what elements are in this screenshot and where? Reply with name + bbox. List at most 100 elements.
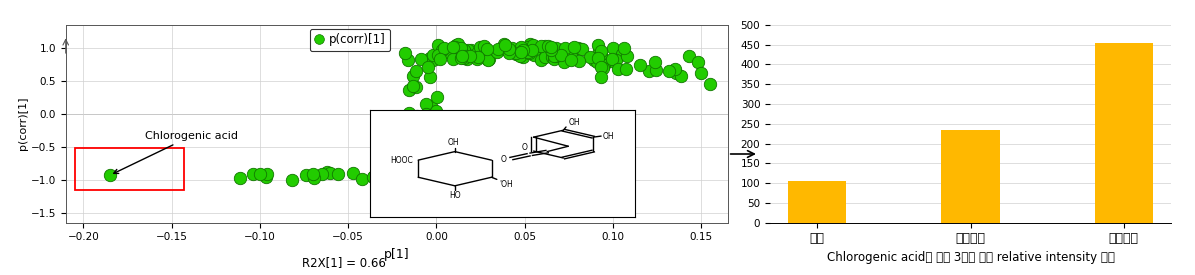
Point <box>387 172 406 177</box>
Point <box>532 43 551 48</box>
Point <box>535 55 554 59</box>
Point <box>461 48 480 52</box>
Point <box>404 83 423 88</box>
Point <box>258 172 277 176</box>
Point <box>451 45 470 50</box>
Point <box>471 45 490 49</box>
Point <box>679 54 698 58</box>
Point <box>421 55 440 60</box>
Point <box>545 57 564 61</box>
Point <box>446 43 465 48</box>
Bar <box>1095 43 1153 223</box>
Point <box>427 109 446 113</box>
Point <box>460 54 479 59</box>
Point <box>592 75 611 80</box>
Point <box>417 139 436 143</box>
Point <box>618 54 637 59</box>
Point <box>645 60 664 65</box>
Point <box>455 50 474 54</box>
Point <box>494 42 513 46</box>
Point <box>416 169 435 174</box>
Point <box>448 42 467 46</box>
Point <box>422 103 441 108</box>
Point <box>672 74 691 78</box>
Point <box>580 54 599 59</box>
Point <box>554 60 574 64</box>
Point <box>429 52 448 57</box>
Point <box>546 53 565 58</box>
Point <box>320 170 339 175</box>
Point <box>492 46 511 51</box>
Point <box>452 54 471 58</box>
Text: R2X[1] = 0.66: R2X[1] = 0.66 <box>301 256 386 270</box>
Point <box>468 54 488 59</box>
Point <box>474 44 494 48</box>
Point <box>429 43 448 47</box>
Point <box>412 150 431 155</box>
Point <box>418 65 437 70</box>
Point <box>304 172 323 176</box>
Point <box>434 46 453 50</box>
Point <box>406 69 425 73</box>
Point <box>630 63 649 67</box>
Point <box>489 47 508 51</box>
Point <box>528 49 547 53</box>
Point <box>451 56 470 60</box>
Point <box>466 55 485 59</box>
Point <box>535 43 554 48</box>
Point <box>607 58 626 63</box>
Point <box>411 130 430 134</box>
Point <box>692 71 711 75</box>
Point <box>510 54 529 58</box>
Point <box>406 84 425 89</box>
Point <box>522 48 541 52</box>
Text: Chlorogenic acid: Chlorogenic acid <box>114 131 238 174</box>
Point <box>568 46 587 50</box>
Point <box>532 57 551 62</box>
Point <box>593 65 612 70</box>
Point <box>467 57 486 61</box>
Point <box>412 158 431 163</box>
Bar <box>74 148 184 190</box>
Point <box>565 45 584 49</box>
Point <box>541 48 560 53</box>
Point <box>418 147 437 151</box>
Point <box>495 43 514 47</box>
Point <box>700 82 719 86</box>
Point <box>660 69 679 74</box>
Legend: p(corr)[1]: p(corr)[1] <box>310 29 391 51</box>
Point <box>400 111 419 116</box>
Point <box>100 173 120 177</box>
Point <box>456 53 476 58</box>
Point <box>435 48 454 53</box>
Point <box>543 54 562 59</box>
Point <box>421 75 440 79</box>
Point <box>511 50 531 54</box>
Point <box>467 51 486 55</box>
Point <box>413 156 433 160</box>
Point <box>433 48 452 52</box>
Point <box>431 57 451 61</box>
Point <box>519 45 538 49</box>
Point <box>525 53 544 57</box>
Point <box>562 54 581 58</box>
X-axis label: p[1]: p[1] <box>384 248 410 261</box>
Point <box>380 174 399 179</box>
Point <box>402 141 421 145</box>
Point <box>458 56 477 61</box>
Point <box>396 51 415 56</box>
Point <box>545 54 564 58</box>
Point <box>584 58 603 62</box>
Point <box>379 179 398 183</box>
Point <box>519 50 538 54</box>
Point <box>523 43 543 48</box>
Point <box>503 46 522 50</box>
Point <box>562 58 581 62</box>
Point <box>407 114 427 118</box>
Point <box>551 53 570 57</box>
Point <box>513 55 532 59</box>
Point <box>488 50 507 54</box>
Point <box>425 121 445 125</box>
Point <box>257 175 276 179</box>
Point <box>244 172 263 177</box>
